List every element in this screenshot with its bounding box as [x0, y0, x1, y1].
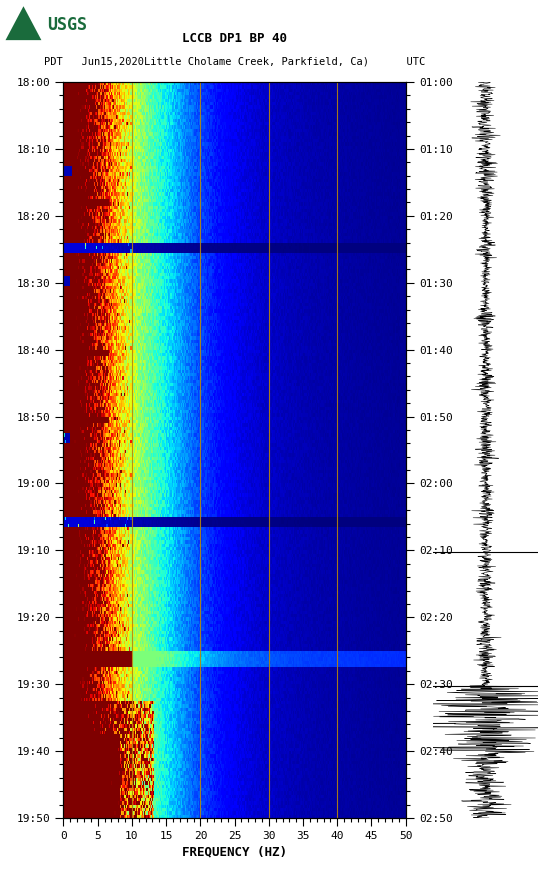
Text: LCCB DP1 BP 40: LCCB DP1 BP 40 [182, 31, 287, 45]
Polygon shape [6, 6, 41, 40]
X-axis label: FREQUENCY (HZ): FREQUENCY (HZ) [182, 846, 287, 858]
Text: PDT   Jun15,2020Little Cholame Creek, Parkfield, Ca)      UTC: PDT Jun15,2020Little Cholame Creek, Park… [44, 56, 425, 66]
Text: USGS: USGS [47, 16, 87, 34]
